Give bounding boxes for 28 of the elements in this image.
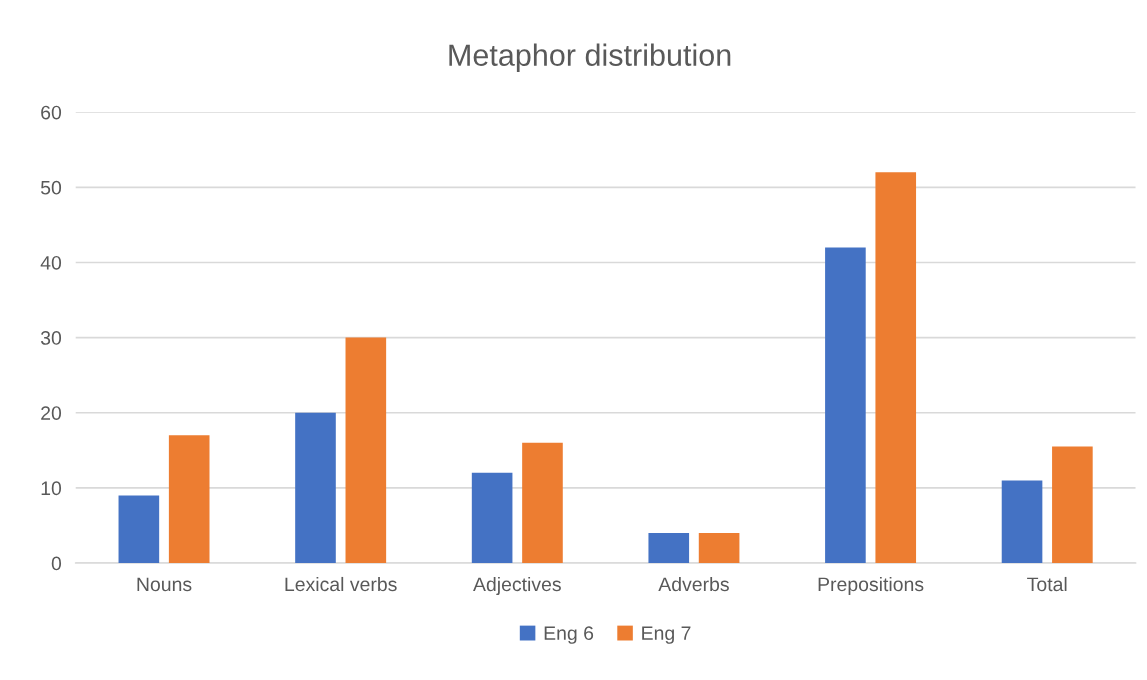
bar (168, 435, 210, 564)
x-tick-label: Prepositions (818, 576, 924, 596)
legend-label: Eng 7 (642, 626, 691, 644)
bar (295, 412, 336, 564)
bar (875, 172, 917, 564)
y-tick-label: 0 (51, 556, 62, 571)
bar (1052, 446, 1093, 564)
bar (1001, 480, 1043, 564)
y-tick-label: 20 (41, 406, 62, 420)
legend-label: Eng 6 (544, 626, 594, 644)
bar (698, 532, 740, 564)
chart-title: Metaphor distribution (449, 43, 731, 73)
y-tick-label: 30 (40, 331, 62, 345)
bar (825, 247, 866, 564)
bar (522, 442, 563, 564)
x-tick-label: Nouns (137, 577, 192, 592)
y-tick-label: 50 (40, 180, 62, 195)
x-tick-label: Total (1027, 576, 1067, 592)
y-tick-label: 10 (41, 481, 62, 496)
bar (118, 495, 160, 564)
y-tick-label: 60 (41, 105, 62, 120)
x-tick-label: Adjectives (473, 576, 561, 596)
bar (471, 472, 513, 564)
x-tick-label: Adverbs (658, 576, 729, 592)
x-tick-label: Lexical verbs (285, 576, 397, 592)
bar (345, 337, 387, 564)
y-tick-label: 40 (40, 255, 62, 270)
bar (648, 532, 690, 564)
